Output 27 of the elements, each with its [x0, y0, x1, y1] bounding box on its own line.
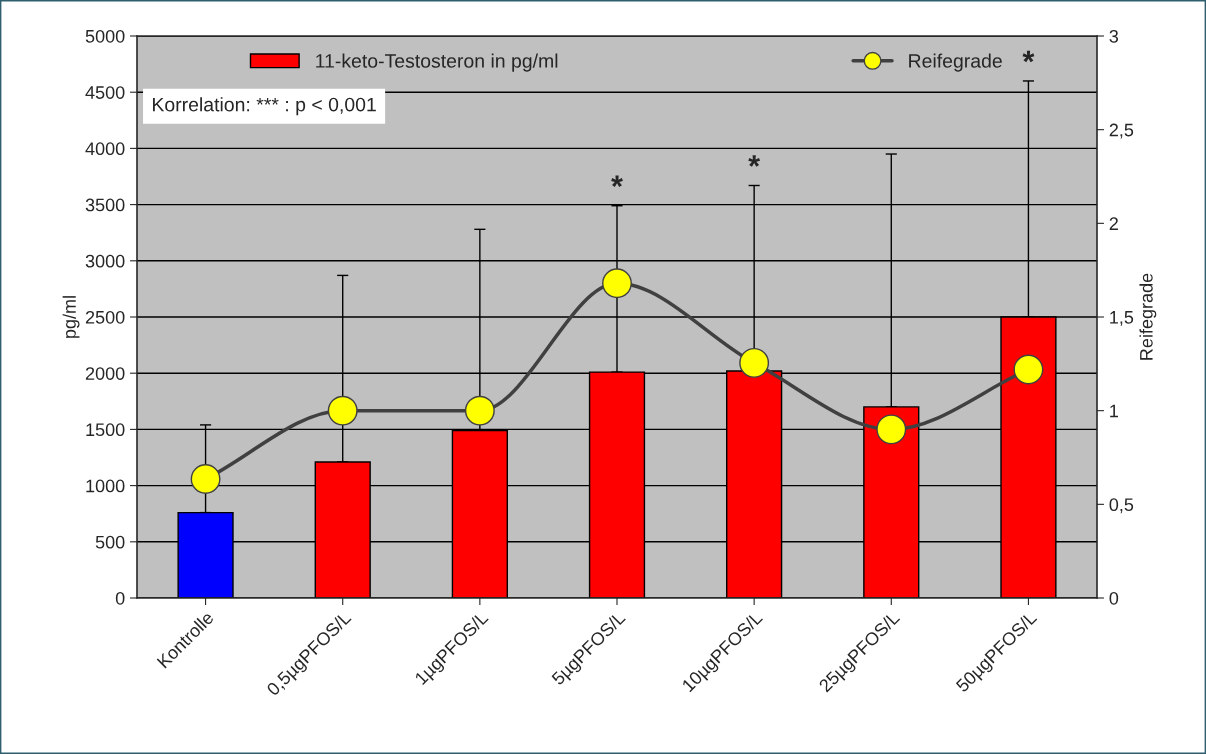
- y2-axis-title: Reifegrade: [1139, 273, 1157, 360]
- legend-label: Reifegrade: [909, 53, 1002, 72]
- y-tick-label: 1500: [86, 423, 125, 437]
- y-tick-label: 0: [115, 591, 125, 605]
- y2-tick-label: 1,5: [1110, 311, 1134, 326]
- annotation: Korrelation: *** : p < 0,001: [153, 97, 376, 116]
- point: [739, 347, 770, 378]
- y-tick-label: 3500: [85, 198, 125, 212]
- y2-tick-label: 0: [1109, 591, 1119, 605]
- y-tick-label: 1000: [86, 479, 125, 493]
- y2-tick-label: 1: [1110, 404, 1118, 418]
- y-tick-label: 2000: [85, 367, 125, 380]
- y-axis-title: pg/ml: [62, 296, 80, 338]
- y2-tick-label: 2,5: [1109, 123, 1134, 139]
- annotation: *: [611, 175, 623, 187]
- annotation: *: [1022, 50, 1035, 63]
- y2-tick-label: 2: [1109, 217, 1118, 230]
- y2-tick-label: 0,5: [1109, 498, 1134, 514]
- y-tick-label: 2500: [85, 310, 125, 324]
- legend-label: 11-keto-Testosteron in pg/ml: [316, 53, 558, 72]
- y-tick-label: 4500: [85, 86, 125, 99]
- y-tick-label: 3000: [85, 254, 125, 268]
- y-tick-label: 500: [95, 535, 125, 549]
- y-tick-label: 5000: [85, 29, 125, 43]
- y2-tick-label: 3: [1109, 29, 1119, 43]
- annotation: *: [748, 155, 761, 167]
- y-tick-label: 4000: [85, 142, 125, 156]
